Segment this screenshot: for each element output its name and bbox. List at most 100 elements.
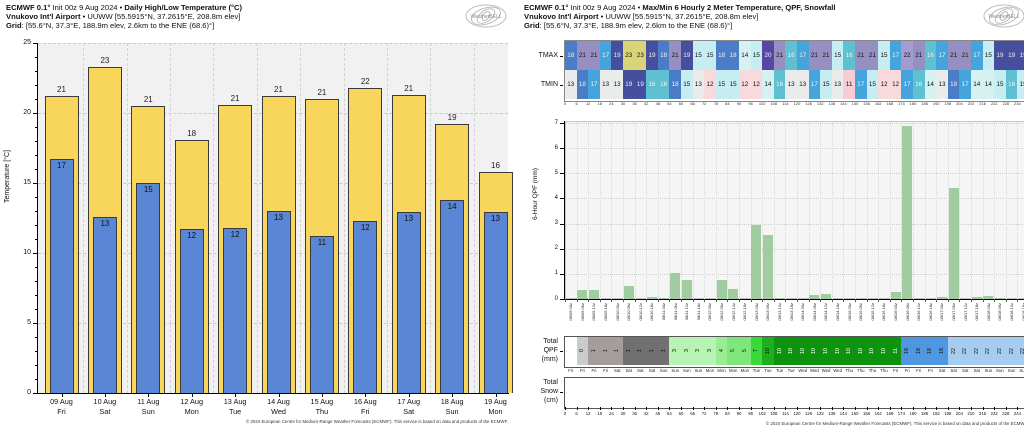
time-label: 08/11 06z [669, 303, 681, 335]
time-label: 08/14 18z [832, 303, 844, 335]
time-label: 08/10 06z [623, 303, 635, 335]
qpf-gridline-v [889, 121, 891, 299]
total-qpf-cell: 18 [936, 337, 948, 365]
heatmap-hour-label: 126 [805, 101, 812, 106]
qpf-gridline-h [565, 198, 1024, 200]
tmax-cell: 18 [727, 41, 739, 70]
grid-label: Grid [524, 21, 540, 31]
tmax-cell: 17 [599, 41, 612, 70]
heatmap-hour-label: 162 [874, 101, 882, 106]
x-tick [278, 394, 280, 397]
chart-title: Daily High/Low Temperature (°C) [124, 3, 243, 12]
gridline-v [170, 43, 171, 393]
time-label-text: 08/09 18z [603, 303, 609, 321]
hour-axis-label: 132 [816, 411, 824, 416]
hour-axis-label: 210 [967, 411, 975, 416]
total-qpf-value: 10 [822, 347, 829, 355]
low-bar [266, 211, 291, 393]
x-tick-date: 10 Aug [93, 397, 117, 406]
total-qpf-cell: 18 [901, 337, 913, 365]
day-label: Fri [579, 367, 585, 373]
day-label: Mon [729, 367, 738, 373]
time-label-text: 08/15 00z [846, 303, 852, 321]
weatherbell-logo: WeatherBELL [465, 4, 507, 28]
time-label: 08/17 18z [971, 303, 983, 335]
low-bar [92, 216, 117, 393]
qpf-x-tick [646, 299, 648, 302]
time-label: 08/13 06z [762, 303, 774, 335]
day-label: Thu [845, 367, 853, 373]
tmax-cell: 15 [982, 41, 995, 70]
qpf-x-tick [588, 299, 590, 302]
svg-text:WeatherBELL: WeatherBELL [470, 14, 501, 20]
day-label: Fri [904, 367, 910, 373]
total-qpf-value: 10 [788, 347, 795, 355]
qpf-x-tick [971, 299, 972, 302]
total-qpf-value: 1 [637, 349, 644, 353]
tmax-cell: 19 [994, 41, 1006, 70]
time-label-text: 08/11 18z [695, 303, 701, 321]
qpf-bar [670, 272, 681, 299]
qpf-bar [623, 286, 634, 299]
total-qpf-value: 22 [973, 347, 980, 355]
qpf-y-tick-label: 0 [554, 295, 558, 302]
heatmap-hour-label: 84 [725, 101, 730, 106]
time-label: 08/16 12z [913, 303, 925, 335]
tmax-cell: 15 [750, 41, 763, 70]
low-value-label: 14 [447, 201, 457, 211]
tmax-cell: 14 [739, 41, 751, 70]
x-tick-dow: Wed [271, 406, 286, 416]
qpf-bar [751, 225, 762, 299]
qpf-gridline-v [831, 121, 833, 299]
time-label: 08/11 18z [693, 303, 705, 335]
qpf-gridline-v [657, 121, 659, 299]
day-label: Tue [787, 367, 795, 373]
qpf-x-tick [681, 299, 682, 302]
tmin-cell: 12 [739, 70, 751, 99]
hour-axis-tick [878, 407, 880, 410]
gridline-v [343, 43, 345, 393]
tmin-cell: 13 [611, 70, 623, 99]
day-label: Sun [1007, 367, 1016, 373]
hour-axis-tick [982, 407, 984, 410]
qpf-gridline-v [1017, 121, 1019, 299]
qpf-gridline-v [982, 121, 984, 299]
high-value-label: 21 [317, 88, 327, 97]
qpf-gridline-v [727, 121, 729, 299]
time-label-text: 08/16 00z [893, 303, 899, 321]
qpf-x-tick [959, 299, 961, 302]
tmax-cell: 15 [704, 41, 716, 70]
hour-axis-label: 114 [781, 411, 789, 416]
station-name: Vnukovo Int'l Airport [6, 12, 81, 22]
total-qpf-value: 10 [880, 347, 887, 355]
y-minor-tick [35, 379, 37, 380]
tmin-cell: 14 [924, 70, 937, 99]
gridline-v [256, 43, 258, 393]
qpf-x-tick [889, 299, 891, 302]
time-label: 08/12 12z [727, 303, 739, 335]
x-tick-dow: Sat [403, 406, 415, 416]
qpf-x-tick [994, 299, 996, 302]
gridline-v [83, 43, 85, 393]
hour-axis-label: 198 [944, 411, 952, 416]
left-header: ECMWF 0.1° Init 00z 9 Aug 2024 • Daily H… [6, 3, 242, 30]
time-label-text: 08/14 12z [823, 303, 829, 321]
time-label-text: 08/13 12z [777, 303, 783, 321]
hour-axis-label: 84 [725, 411, 730, 416]
x-tick [452, 394, 454, 397]
tmax-cell: 19 [681, 41, 693, 70]
time-label-text: 08/11 12z [684, 303, 690, 321]
total-qpf-cell: 22 [959, 337, 971, 365]
tmax-cell: 20 [762, 41, 774, 70]
tmax-cell: 16 [924, 41, 937, 70]
tmin-cell: 13 [785, 70, 797, 99]
total-qpf-cell: 7 [750, 337, 763, 365]
y-minor-tick [35, 365, 37, 366]
y-minor-tick [35, 57, 37, 58]
tmax-cell: 21 [855, 41, 867, 70]
left-header-line1: ECMWF 0.1° Init 00z 9 Aug 2024 • Daily H… [6, 3, 242, 12]
qpf-x-tick [982, 299, 984, 302]
heatmap-hour-label: 228 [1002, 101, 1010, 106]
x-tick [495, 394, 497, 397]
low-value-label: 13 [100, 218, 110, 228]
